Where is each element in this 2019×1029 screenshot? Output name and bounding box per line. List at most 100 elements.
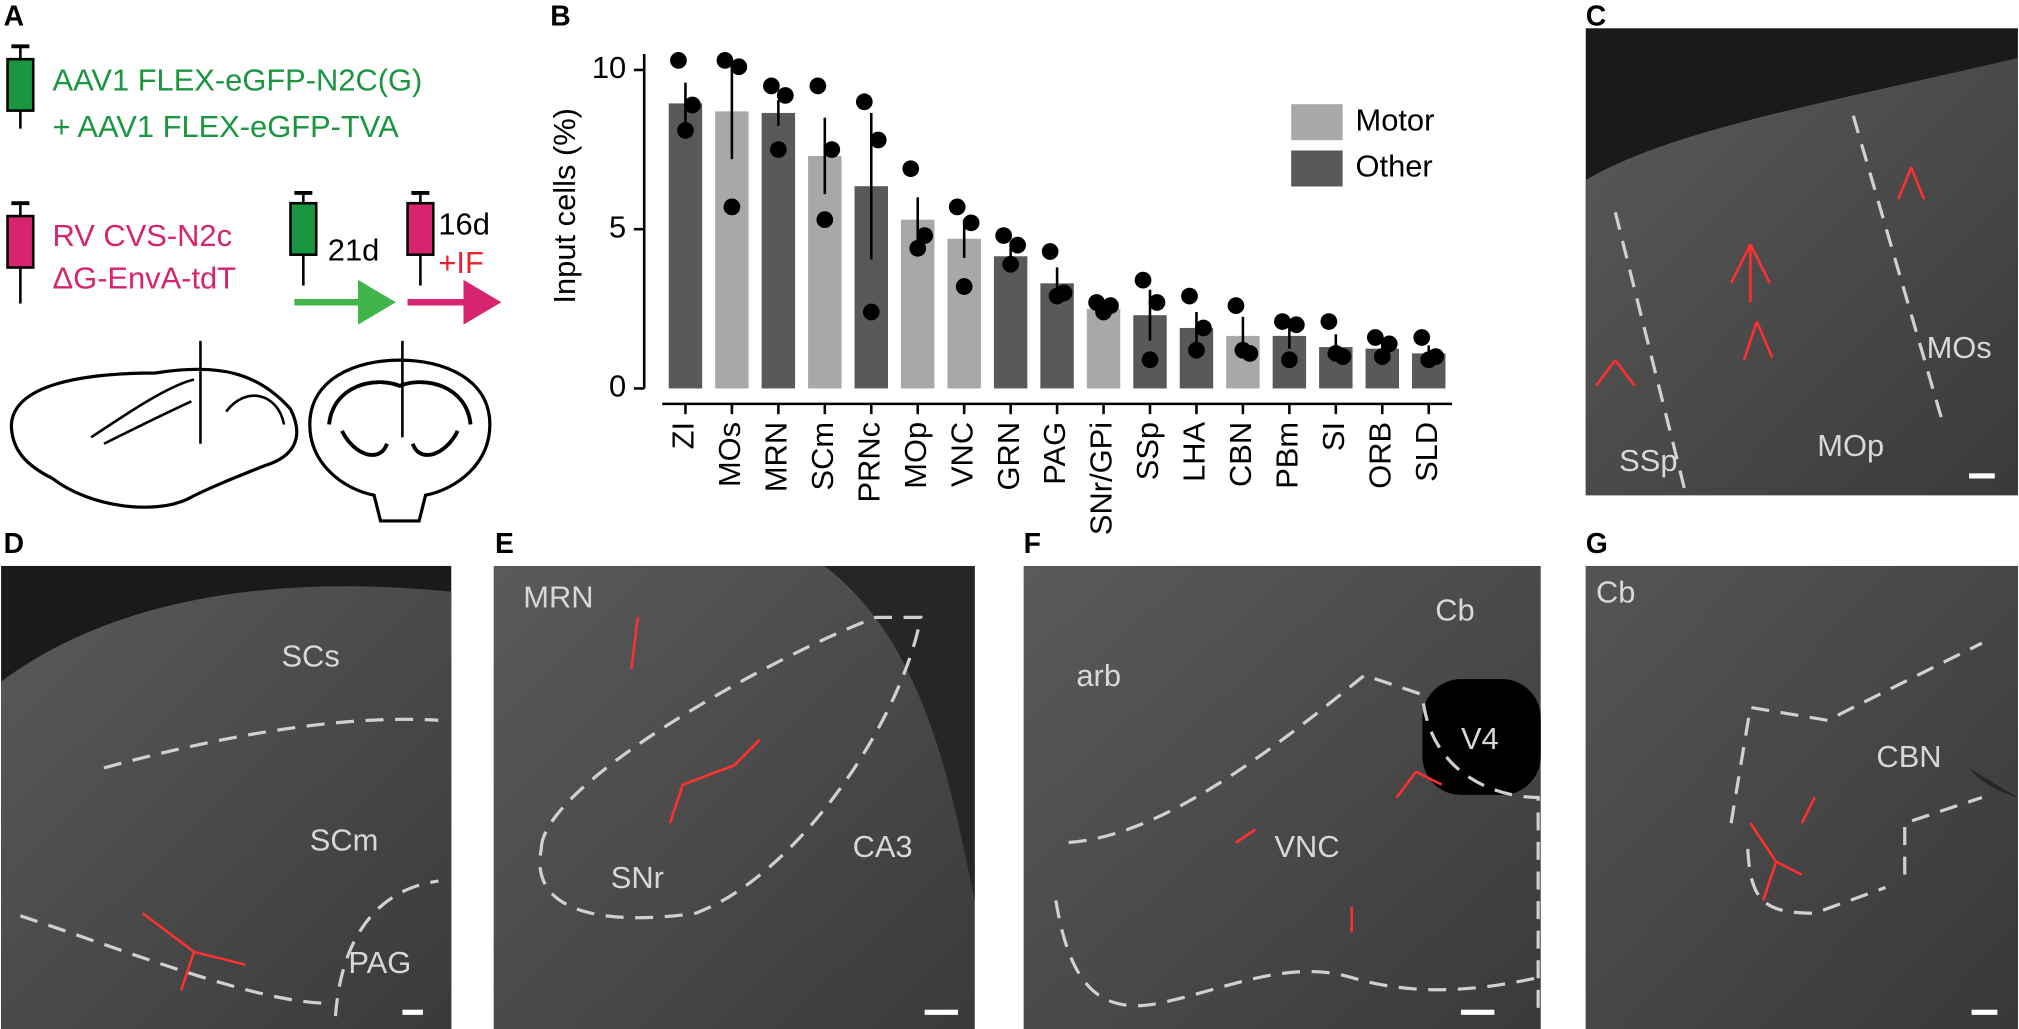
x-tick-label: ORB <box>1362 422 1397 489</box>
data-point <box>869 131 887 149</box>
data-point <box>816 211 834 229</box>
x-tick-label: PRNc <box>851 422 886 503</box>
bar-chart: 0 5 10 ZI MOs MRN SCm PRNc MOp VNC GRN PAG SNr/GPi SS… <box>592 50 1452 535</box>
bar <box>947 238 981 389</box>
data-point <box>684 96 701 114</box>
data-point <box>995 227 1013 244</box>
data-point <box>730 58 748 76</box>
data-point <box>855 93 873 111</box>
x-tick-label: MRN <box>759 422 794 492</box>
y-tick-label: 5 <box>609 209 626 244</box>
data-point <box>776 87 794 104</box>
micrograph: SSp MOp MOs <box>1585 28 2018 496</box>
micrograph: arb Cb V4 VNC <box>1023 565 1541 1029</box>
x-tick-label: ZI <box>666 422 701 449</box>
region-label: MRN <box>523 580 593 615</box>
data-point <box>1048 287 1066 305</box>
bar <box>993 256 1028 389</box>
bar <box>1086 308 1121 389</box>
data-point <box>1234 341 1252 359</box>
data-point <box>1195 319 1212 337</box>
data-point <box>1141 351 1159 369</box>
bar <box>668 103 703 389</box>
data-point <box>948 198 966 216</box>
data-point <box>1095 303 1112 321</box>
region-label: V4 <box>1461 721 1499 756</box>
panel-letter: F <box>1024 527 1041 559</box>
micrograph: Cb CBN <box>1585 565 2018 1029</box>
data-point <box>1181 287 1198 305</box>
data-point <box>1373 348 1391 365</box>
data-point <box>670 52 687 69</box>
bar <box>761 112 796 389</box>
data-point <box>1380 335 1398 353</box>
data-point <box>902 160 920 178</box>
region-label: SCm <box>310 823 379 858</box>
y-tick-label: 10 <box>592 50 626 85</box>
panel-letter: D <box>4 527 24 559</box>
x-tick-label: GRN <box>991 422 1026 491</box>
panel-letter: A <box>4 0 24 31</box>
x-tick-label: SLD <box>1409 422 1444 482</box>
region-label: arb <box>1076 658 1121 693</box>
x-tick-label: CBN <box>1223 422 1258 487</box>
arrow <box>407 279 502 325</box>
stain-text: +IF <box>438 245 483 280</box>
data-point <box>862 303 880 321</box>
data-point <box>769 141 787 158</box>
syringe-icon <box>406 191 435 286</box>
arrow <box>294 279 396 325</box>
x-tick-label: SI <box>1316 422 1351 451</box>
region-label: CBN <box>1876 739 1941 774</box>
vector-text: + AAV1 FLEX-eGFP-TVA <box>53 109 400 144</box>
syringe-icon <box>6 201 35 304</box>
vector-text: RV CVS-N2c <box>53 218 233 253</box>
wait-text: 21d <box>328 232 380 267</box>
panel-letter: E <box>495 527 514 559</box>
legend-label: Motor <box>1356 102 1435 137</box>
x-tick-label: SNr/GPi <box>1084 422 1119 535</box>
panel-a: AAV1 FLEX-eGFP-N2C(G) + AAV1 FLEX-eGFP-T… <box>6 44 502 523</box>
brain-detail <box>90 378 286 445</box>
data-point <box>716 52 734 69</box>
region-label: SCs <box>281 639 339 674</box>
region-label: MOp <box>1817 428 1884 463</box>
coronal-brain <box>308 358 492 523</box>
panel-letter: B <box>550 0 570 31</box>
data-point <box>1134 271 1152 289</box>
region-label: SSp <box>1619 443 1677 478</box>
x-tick-label: SSp <box>1130 422 1165 480</box>
x-tick-label: PBm <box>1270 422 1305 489</box>
data-point <box>1413 329 1431 346</box>
data-point <box>955 278 973 295</box>
x-tick-label: MOp <box>898 422 933 489</box>
y-tick-label: 0 <box>609 369 626 404</box>
data-point <box>1327 345 1345 362</box>
legend-label: Other <box>1356 149 1433 184</box>
region-label: Cb <box>1435 592 1474 627</box>
data-point <box>1366 329 1384 346</box>
data-point <box>1281 351 1298 369</box>
data-point <box>909 239 927 257</box>
bar <box>808 155 842 389</box>
data-point <box>1148 294 1166 311</box>
data-point <box>1009 236 1026 254</box>
micrograph: SCs SCm PAG <box>1 565 452 1029</box>
syringe-icon <box>6 44 35 129</box>
data-point <box>763 77 780 95</box>
legend-swatch <box>1291 104 1343 141</box>
data-point <box>1274 313 1291 330</box>
data-point <box>723 198 741 216</box>
x-tick-label: SCm <box>805 422 840 491</box>
region-label: SNr <box>611 860 664 895</box>
panel-letter: G <box>1586 527 1608 559</box>
micrograph: MRN SNr CA3 <box>493 565 975 1029</box>
data-point <box>677 122 694 139</box>
syringe-icon <box>289 191 318 286</box>
y-axis-title: Input cells (%) <box>547 108 582 304</box>
wait-text: 16d <box>438 207 490 242</box>
data-point <box>1320 313 1338 330</box>
x-tick-label: MOs <box>712 422 747 487</box>
